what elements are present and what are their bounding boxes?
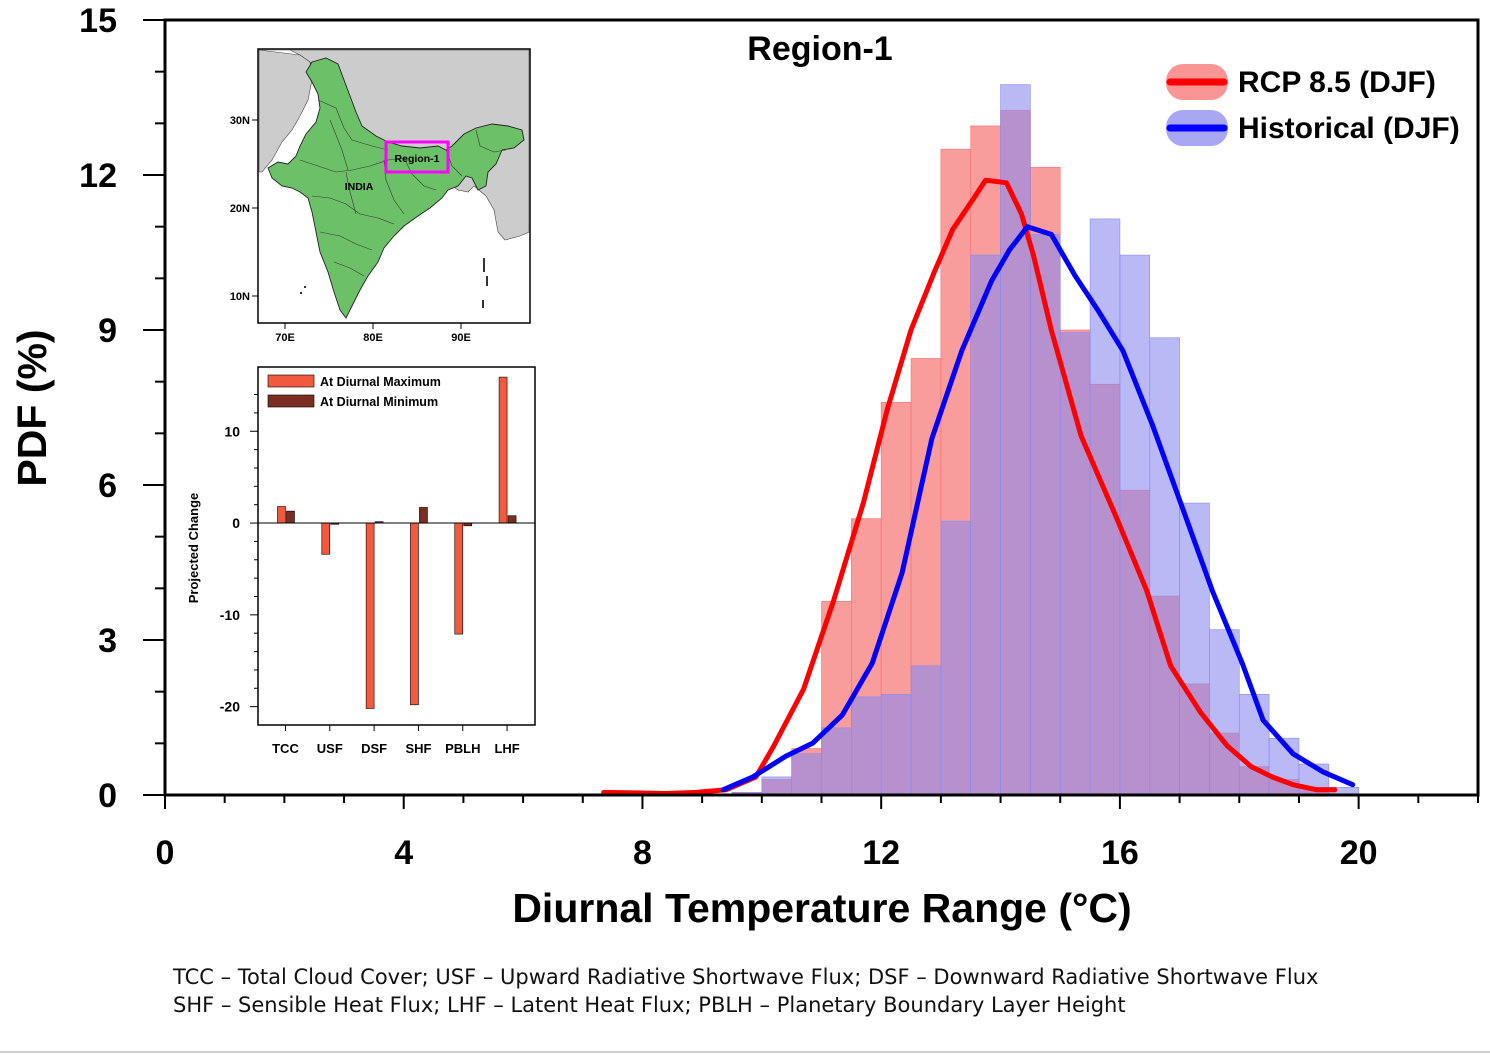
map-land-west [258, 49, 313, 173]
inset-legend-label-max: At Diurnal Maximum [320, 375, 441, 389]
diurnal-min-bar-shf [419, 507, 428, 524]
historical-bin-bar [1238, 693, 1270, 796]
legend-label-rcp: RCP 8.5 (DJF) [1238, 66, 1436, 99]
inset-ticks [250, 394, 508, 731]
diurnal-max-bar-shf [410, 522, 419, 706]
historical-bin-bar [970, 254, 1001, 796]
legend: RCP 8.5 (DJF) Historical (DJF) [1166, 64, 1460, 146]
lat-label-30n: 30N [230, 115, 250, 127]
historical-bin-bar [910, 665, 942, 796]
historical-histogram [731, 84, 1359, 796]
main-chart: 0 4 8 12 16 20 0 3 6 9 12 15 Region-1 Diurnal Tempe… [9, 2, 1480, 931]
map-axis-ticks [252, 119, 462, 329]
historical-bin-bar [1089, 218, 1121, 796]
axis-ticks [143, 19, 1479, 809]
inset-y-axis-label: Projected Change [186, 493, 201, 604]
x-axis-label: Diurnal Temperature Range (°C) [512, 885, 1131, 931]
diurnal-min-bar-tcc [286, 510, 295, 524]
diurnal-max-bar-lhf [498, 376, 508, 524]
inset-category-label: PBLH [445, 741, 480, 756]
x-tick-label: 12 [862, 834, 900, 872]
historical-bin-bar [761, 776, 792, 796]
map-lon-labels: 70E 80E 90E [275, 332, 471, 344]
x-tick-label: 20 [1340, 834, 1378, 872]
inset-category-label: TCC [272, 741, 299, 756]
lon-label-70e: 70E [275, 332, 295, 344]
india-label: INDIA [345, 181, 374, 193]
lon-label-80e: 80E [363, 332, 383, 344]
inset-y-tick-label: 0 [232, 515, 240, 531]
x-tick-label: 4 [394, 834, 413, 872]
historical-bin-bar [791, 753, 822, 796]
y-tick-label: 0 [98, 777, 117, 815]
pdf-curves [601, 177, 1356, 796]
x-tick-label: 0 [156, 834, 175, 872]
region-1-box [384, 140, 450, 174]
historical-bin-bar [821, 727, 852, 796]
inset-y-tick-label: -10 [220, 607, 240, 623]
region-1-label: Region-1 [395, 153, 440, 165]
inset-category-label: LHF [494, 741, 519, 756]
inset-category-label: DSF [361, 741, 387, 756]
tick-labels: 0 4 8 12 16 20 0 3 6 9 12 15 [79, 2, 1377, 872]
chart-title: Region-1 [747, 30, 892, 68]
inset-frame [257, 366, 536, 726]
historical-bin-bar [1149, 337, 1180, 796]
historical-bin-bar [1059, 332, 1091, 796]
bottom-rule [0, 1051, 1490, 1053]
inset-bar-chart: -20 -10 0 10 TCC USF DSF SHF PBLH LHF Projected C… [186, 366, 536, 756]
lat-label-20n: 20N [230, 203, 250, 215]
y-tick-label: 9 [98, 312, 117, 350]
footnote-line-2: SHF – Sensible Heat Flux; LHF – Latent H… [173, 993, 1126, 1017]
y-tick-label: 15 [79, 2, 117, 40]
historical-bin-bar [940, 520, 972, 796]
inset-category-label: SHF [405, 741, 431, 756]
inset-y-tick-label: -20 [220, 699, 240, 715]
map-india [267, 57, 525, 319]
y-tick-label: 3 [98, 622, 117, 660]
lon-label-90e: 90E [451, 332, 471, 344]
inset-y-tick-label: 10 [224, 423, 240, 439]
inset-legend-swatch-min [267, 394, 315, 408]
historical-bin-bar [1030, 234, 1061, 796]
inset-category-label: USF [317, 741, 343, 756]
diurnal-max-bar-tcc [277, 506, 286, 524]
historical-bin-bar [1119, 254, 1151, 796]
diurnal-max-bar-usf [321, 522, 331, 555]
inset-map: Region-1 INDIA 30N 20N 10N 70E 80E 90E [230, 48, 531, 344]
y-tick-label: 6 [98, 467, 117, 505]
inset-legend-swatch-max [267, 374, 315, 388]
map-lat-labels: 30N 20N 10N [230, 115, 250, 303]
lat-label-10n: 10N [230, 291, 250, 303]
diurnal-max-bar-pblh [454, 522, 464, 635]
map-islands [300, 258, 488, 308]
diurnal-max-bar-dsf [365, 522, 375, 709]
diurnal-min-bar-lhf [507, 515, 517, 524]
historical-bin-bar [1000, 84, 1031, 796]
historical-bin-bar [1209, 629, 1240, 796]
inset-tick-labels: -20 -10 0 10 TCC USF DSF SHF PBLH LHF [220, 423, 520, 756]
historical-bin-bar [1268, 737, 1300, 796]
y-axis-label: PDF (%) [9, 329, 55, 486]
x-tick-label: 16 [1101, 834, 1139, 872]
footnote-line-1: TCC – Total Cloud Cover; USF – Upward Ra… [173, 965, 1319, 989]
legend-item-historical: Historical (DJF) [1166, 110, 1460, 146]
historical-bin-bar [851, 696, 882, 796]
y-tick-label: 12 [79, 157, 117, 195]
x-tick-label: 8 [633, 834, 652, 872]
legend-label-historical: Historical (DJF) [1238, 112, 1460, 145]
inset-legend: At Diurnal Maximum At Diurnal Minimum [267, 374, 441, 409]
legend-item-rcp: RCP 8.5 (DJF) [1166, 64, 1436, 100]
historical-bin-bar [1179, 502, 1210, 796]
inset-legend-label-min: At Diurnal Minimum [320, 395, 438, 409]
historical-bin-bar [880, 693, 912, 796]
historical-pdf-curve [720, 224, 1356, 793]
